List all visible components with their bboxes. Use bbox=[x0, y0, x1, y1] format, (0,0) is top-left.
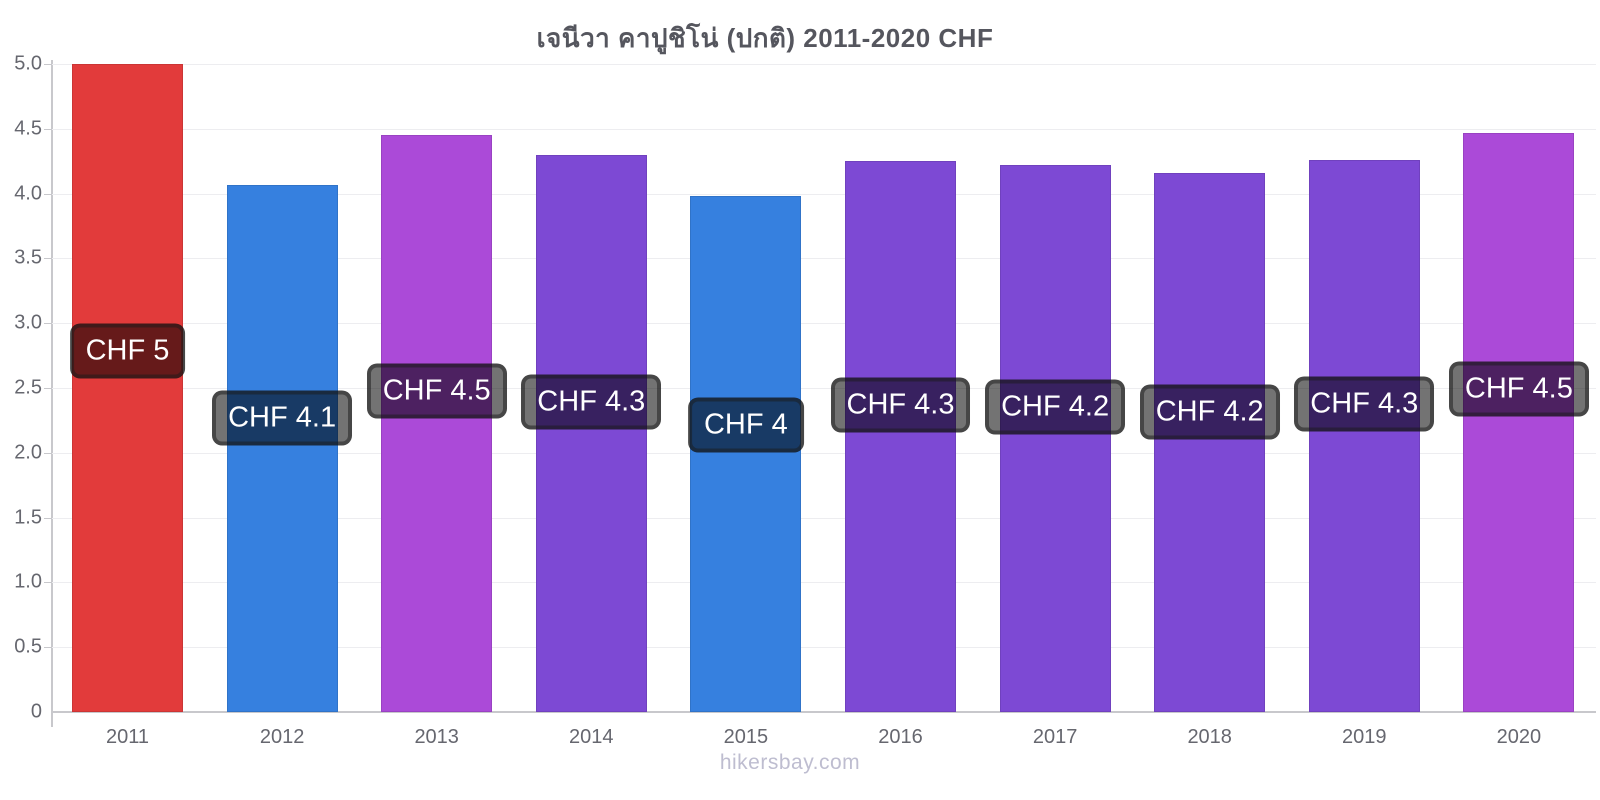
y-axis-tick-3.5 bbox=[44, 258, 52, 260]
y-axis-tick-2.0 bbox=[44, 452, 52, 454]
x-axis-label-2014: 2014 bbox=[569, 726, 614, 748]
y-axis-label-3.0: 3.0 bbox=[14, 311, 42, 334]
bar-value-label-2019: CHF 4.3 bbox=[1294, 376, 1435, 432]
y-axis-tick-0.5 bbox=[44, 647, 52, 649]
x-axis-line bbox=[51, 711, 1596, 713]
x-axis-label-2013: 2013 bbox=[414, 726, 459, 748]
gridline-3.0 bbox=[52, 323, 1596, 325]
bar-2016[interactable] bbox=[845, 161, 956, 712]
bar-2011[interactable] bbox=[72, 64, 183, 712]
x-axis-label-2015: 2015 bbox=[723, 726, 769, 748]
gridline-0.5 bbox=[52, 647, 1596, 649]
y-axis-label-1.0: 1.0 bbox=[14, 570, 42, 593]
x-axis-label-2020: 2020 bbox=[1496, 726, 1542, 748]
y-axis-label-4.5: 4.5 bbox=[14, 117, 42, 140]
gridline-4.5 bbox=[52, 128, 1596, 130]
y-axis-label-0.5: 0.5 bbox=[14, 635, 42, 658]
y-axis-tick-4.0 bbox=[44, 193, 52, 195]
y-axis-tick-4.5 bbox=[44, 128, 52, 130]
bar-2014[interactable] bbox=[535, 154, 647, 712]
gridline-3.5 bbox=[52, 258, 1596, 260]
gridline-1.5 bbox=[52, 517, 1596, 519]
y-axis-tick-1.0 bbox=[44, 582, 52, 584]
y-axis-label-3.5: 3.5 bbox=[14, 246, 42, 269]
bar-value-label-2016: CHF 4.3 bbox=[830, 377, 971, 433]
watermark: hikersbay.com bbox=[719, 751, 861, 774]
y-axis-label-5.0: 5.0 bbox=[14, 52, 42, 75]
bar-2012[interactable] bbox=[226, 184, 338, 712]
y-axis-label-0: 0 bbox=[30, 700, 42, 723]
bar-value-label-2012: CHF 4.1 bbox=[212, 390, 353, 446]
bar-value-label-2013: CHF 4.5 bbox=[366, 363, 507, 419]
gridline-4.0 bbox=[52, 193, 1596, 195]
bar-value-label-2020: CHF 4.5 bbox=[1448, 361, 1589, 417]
bar-2018[interactable] bbox=[1154, 172, 1266, 712]
bar-value-label-2011: CHF 5 bbox=[69, 323, 186, 379]
x-axis-label-2019: 2019 bbox=[1342, 726, 1387, 748]
y-axis-line bbox=[51, 60, 53, 727]
gridline-2.5 bbox=[52, 388, 1596, 389]
gridline-2.0 bbox=[52, 452, 1596, 454]
gridline-5.0 bbox=[52, 64, 1596, 65]
y-axis-tick-2.5 bbox=[44, 388, 52, 389]
bar-2017[interactable] bbox=[999, 165, 1111, 712]
y-axis-tick-3.0 bbox=[44, 323, 52, 325]
x-axis-label-2011: 2011 bbox=[105, 726, 150, 748]
chart-title: เจนีวา คาปูชิโน่ (ปกติ) 2011-2020 CHF bbox=[536, 23, 994, 53]
bar-2015[interactable] bbox=[690, 196, 802, 712]
bar-2013[interactable] bbox=[381, 135, 493, 712]
y-axis-label-2.5: 2.5 bbox=[14, 376, 42, 399]
y-axis-label-1.5: 1.5 bbox=[14, 506, 42, 529]
bar-2019[interactable] bbox=[1308, 159, 1420, 712]
bar-value-label-2018: CHF 4.2 bbox=[1139, 384, 1280, 440]
x-axis-label-2018: 2018 bbox=[1187, 726, 1232, 748]
gridline-1.0 bbox=[52, 582, 1596, 584]
bar-value-label-2014: CHF 4.3 bbox=[521, 374, 662, 430]
bar-value-label-2017: CHF 4.2 bbox=[985, 379, 1126, 435]
bar-value-label-2015: CHF 4 bbox=[687, 397, 804, 453]
y-axis-tick-1.5 bbox=[44, 517, 52, 519]
y-axis-tick-5.0 bbox=[44, 64, 52, 65]
x-axis-label-2012: 2012 bbox=[259, 726, 305, 748]
bar-2020[interactable] bbox=[1463, 132, 1575, 712]
y-axis-label-4.0: 4.0 bbox=[14, 182, 42, 205]
y-axis-label-2.0: 2.0 bbox=[14, 441, 42, 464]
x-axis-label-2016: 2016 bbox=[878, 726, 923, 748]
x-axis-label-2017: 2017 bbox=[1032, 726, 1078, 748]
